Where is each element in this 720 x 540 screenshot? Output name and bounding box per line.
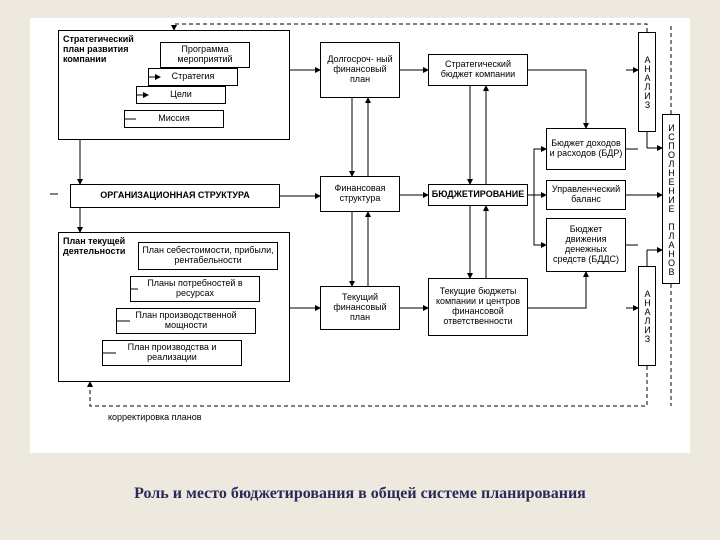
- node-bdr: Бюджет доходов и расходов (БДР): [546, 128, 626, 170]
- node-capacity-plan: План производственной мощности: [116, 308, 256, 334]
- node-bdds: Бюджет движения денежных средств (БДДС): [546, 218, 626, 272]
- node-resource-plan: Планы потребностей в ресурсах: [130, 276, 260, 302]
- node-mission: Миссия: [124, 110, 224, 128]
- node-program: Программа мероприятий: [160, 42, 250, 68]
- node-plan-execution: ИСПОЛНЕНИЕ ПЛАНОВ: [662, 114, 680, 284]
- node-current-finplan: Текущий финансовый план: [320, 286, 400, 330]
- caption: Роль и место бюджетирования в общей сист…: [0, 485, 720, 503]
- node-org-structure: ОРГАНИЗАЦИОННАЯ СТРУКТУРА: [70, 184, 280, 208]
- node-fin-structure: Финансовая структура: [320, 176, 400, 212]
- node-goals: Цели: [136, 86, 226, 104]
- node-mgmt-balance: Управленческий баланс: [546, 180, 626, 210]
- node-cost-plan: План себестоимости, прибыли, рентабельно…: [138, 242, 278, 270]
- node-analysis-bottom: АНАЛИЗ: [638, 266, 656, 366]
- node-budgeting: БЮДЖЕТИРОВАНИЕ: [428, 184, 528, 206]
- node-analysis-top: АНАЛИЗ: [638, 32, 656, 132]
- node-strategy: Стратегия: [148, 68, 238, 86]
- container-strategic-plan-label: Стратегический план развития компании: [61, 33, 145, 67]
- node-strategic-budget: Стратегический бюджет компании: [428, 54, 528, 86]
- container-current-plan-label: План текущей деятельности: [61, 235, 135, 259]
- footnote-correction: корректировка планов: [108, 412, 202, 422]
- node-production-plan: План производства и реализации: [102, 340, 242, 366]
- diagram-canvas: Стратегический план развития компании Пр…: [30, 18, 690, 453]
- node-current-budgets: Текущие бюджеты компании и центров финан…: [428, 278, 528, 336]
- node-longterm-finplan: Долгосроч- ный финансовый план: [320, 42, 400, 98]
